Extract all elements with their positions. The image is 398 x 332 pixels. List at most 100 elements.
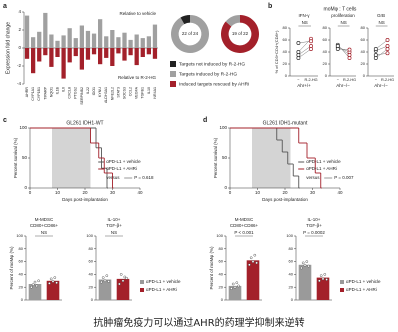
chart-subtitle: TGF-β+ xyxy=(306,223,322,228)
point xyxy=(48,282,51,285)
x-tick-label: 10 xyxy=(255,190,261,195)
x-tick-label: 30 xyxy=(310,190,316,195)
chart-title: GL261 IDH1-WT xyxy=(66,120,103,126)
dot xyxy=(335,44,340,48)
point xyxy=(123,275,127,279)
point xyxy=(233,285,237,289)
bar xyxy=(55,48,60,57)
legend-label: αPD-L1 + AHRi xyxy=(306,166,337,171)
bar xyxy=(146,48,151,55)
bar xyxy=(140,48,145,57)
chart-subtitle: CD80+CD86+ xyxy=(30,223,59,228)
versus-label: versus xyxy=(106,175,120,180)
y-tick-label: 100 xyxy=(219,125,227,130)
point xyxy=(307,264,310,268)
center-label: 19 of 22 xyxy=(232,31,249,36)
y-tick-label: 0 xyxy=(18,45,21,50)
point xyxy=(249,256,253,260)
pair-line xyxy=(337,46,350,53)
panel-header: moMφ : T cells xyxy=(324,6,357,12)
x-tick-label: 40 xyxy=(337,190,343,195)
y-tick-label: 40 xyxy=(19,271,24,276)
point xyxy=(55,281,58,285)
bar xyxy=(116,48,121,54)
point xyxy=(107,280,110,283)
point xyxy=(33,280,37,284)
legend-label: Targets induced by R-2-HG xyxy=(179,71,237,77)
bar xyxy=(73,48,78,57)
y-tick-label: -2 xyxy=(17,63,21,68)
bar xyxy=(67,28,72,48)
point xyxy=(300,266,303,270)
y-tick-label: 60 xyxy=(283,37,288,42)
legend-label: αPD-L1 + vehicle xyxy=(106,159,141,164)
x-tick-label: 0 xyxy=(229,190,232,195)
bar xyxy=(49,48,54,67)
annotation: P = 0.0002 xyxy=(303,230,325,235)
dot xyxy=(373,47,378,51)
x-tick-label: ALDH3A1 xyxy=(104,87,108,103)
bar xyxy=(122,48,127,61)
bar xyxy=(73,38,78,48)
bar xyxy=(46,280,60,300)
point xyxy=(255,261,258,265)
x-axis-label: Days post-implantation xyxy=(262,197,308,202)
x-tick-label: AHRR xyxy=(25,87,29,98)
bar xyxy=(43,12,48,48)
legend-swatch xyxy=(170,71,176,77)
x-tick-label: IL22 xyxy=(86,87,90,94)
x-axis-label: Days post-implantation xyxy=(62,197,108,202)
series-label: Relative to R-2-HG xyxy=(118,75,157,80)
subtitle: proliferation xyxy=(331,13,355,18)
y-tick-label: 4 xyxy=(18,9,21,14)
y-tick-label: 60 xyxy=(89,259,94,264)
versus-label: versus xyxy=(306,175,320,180)
x-tick-label: R-2-HG xyxy=(304,78,317,82)
x-tick-label: 20 xyxy=(282,190,288,195)
dot xyxy=(347,53,352,57)
point xyxy=(53,276,57,279)
y-axis-label: Percent of moMφ (%) xyxy=(209,246,214,289)
chart-title: M-MDSC xyxy=(235,217,254,222)
y-tick-label: 60 xyxy=(289,259,294,264)
bar xyxy=(110,30,115,48)
y-tick-label: 100 xyxy=(16,233,23,238)
point xyxy=(237,284,240,288)
y-axis-label: Expression fold change xyxy=(5,22,11,74)
y-tick-label: 20 xyxy=(89,284,94,289)
pie-slice xyxy=(171,15,209,54)
y-tick-label: 40 xyxy=(323,49,328,54)
x-tick-label: NQO1 xyxy=(49,87,53,97)
pie-slice xyxy=(220,15,259,53)
x-tick-label: IL1B xyxy=(55,86,59,94)
legend-label: αPD-L1 + vehicle xyxy=(346,279,381,284)
bar xyxy=(128,39,133,48)
legend-swatch xyxy=(340,280,344,284)
y-tick-label: 0 xyxy=(221,297,224,302)
x-tick-label: PTGS2 xyxy=(74,87,78,99)
pair-line xyxy=(298,40,312,44)
x-tick-label: CXCL8 xyxy=(68,87,72,99)
y-tick-label: 20 xyxy=(219,284,224,289)
dot xyxy=(347,47,352,52)
y-tick-label: 80 xyxy=(283,25,288,30)
point xyxy=(119,273,123,276)
center-label: 22 of 24 xyxy=(182,31,199,36)
chart-title: GL261 IDH1-mutant xyxy=(263,120,308,126)
bar xyxy=(110,48,115,66)
bar xyxy=(91,33,97,48)
bar xyxy=(122,32,127,48)
point xyxy=(101,276,105,279)
point xyxy=(37,279,40,283)
dot xyxy=(296,41,301,45)
annotation: NS xyxy=(341,20,347,25)
x-tick-label: IL10 xyxy=(147,87,151,94)
x-tick-label: TGFB1 xyxy=(141,87,145,99)
annotation: NS xyxy=(111,230,117,235)
bar xyxy=(134,34,139,48)
bar xyxy=(316,277,330,300)
point xyxy=(318,279,321,283)
bar xyxy=(152,48,158,59)
bar xyxy=(31,37,36,48)
point xyxy=(321,277,325,281)
